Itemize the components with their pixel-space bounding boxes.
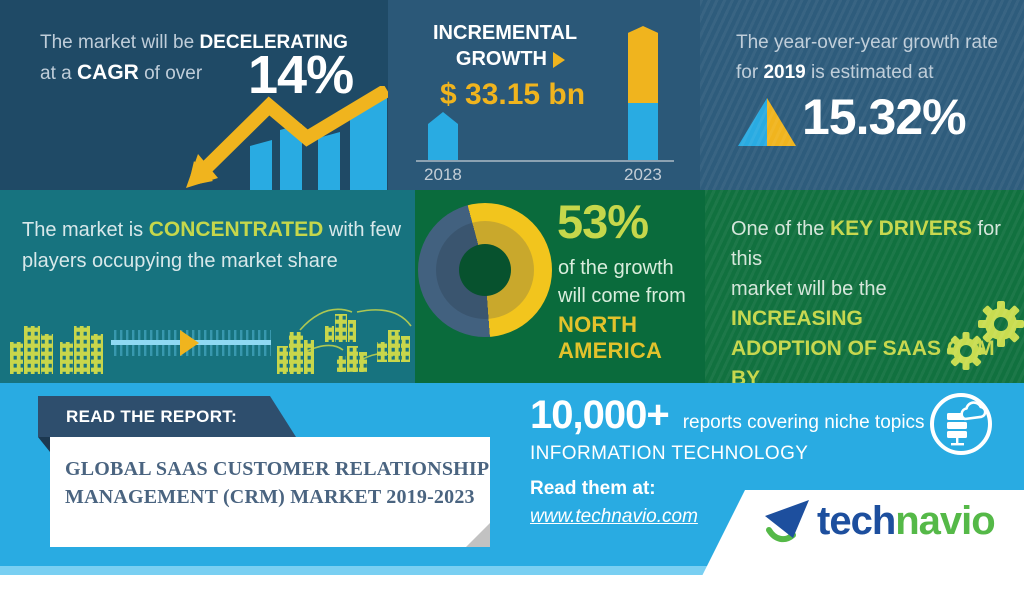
technavio-url-link[interactable]: www.technavio.com xyxy=(530,506,698,527)
text-bold: ADOPTION OF SAAS CRM BY xyxy=(731,337,995,383)
text-bold: 2019 xyxy=(763,62,806,83)
panel-decelerating-cagr: The market will be DECELERATING at a CAG… xyxy=(0,0,388,190)
text-bold: INCREASING xyxy=(731,307,863,330)
decline-zigzag-arrow-icon xyxy=(186,86,388,190)
logo-white-wedge xyxy=(702,490,1024,576)
key-drivers-text: One of the KEY DRIVERS for this market w… xyxy=(731,214,1009,383)
reports-count-row: 10,000+ reports covering niche topics xyxy=(530,393,925,438)
bar-2023-base-segment xyxy=(628,103,658,160)
text: of over xyxy=(138,63,203,84)
badge-fold xyxy=(38,437,50,452)
text: players occupying the market share xyxy=(22,250,338,272)
buildings-cluster-icon xyxy=(277,314,410,374)
text: will come from xyxy=(558,285,686,307)
text-bold: DECELERATING xyxy=(199,32,348,53)
text: market will be the xyxy=(731,278,887,300)
text: The market will be xyxy=(40,32,200,53)
text-bold: KEY DRIVERS xyxy=(829,217,972,240)
bar-2018 xyxy=(428,112,458,160)
text: for this xyxy=(731,218,1001,270)
reports-count-desc: reports covering niche topics xyxy=(682,412,925,433)
logo-text-navio: navio xyxy=(895,498,995,543)
panel-north-america-growth: 53% of the growth will come from NORTH A… xyxy=(415,190,705,383)
text-bold: CAGR xyxy=(76,61,139,84)
text: at a xyxy=(40,63,77,84)
bar-2023 xyxy=(628,26,658,160)
buildings-icon xyxy=(10,326,103,374)
read-them-at-label: Read them at: xyxy=(530,478,656,499)
incremental-growth-label: INCREMENTAL GROWTH xyxy=(433,20,577,72)
text: The market is xyxy=(22,219,149,241)
incremental-growth-value: $ 33.15 bn xyxy=(440,78,586,111)
gears-icon xyxy=(947,301,1024,370)
concentrated-text: The market is CONCENTRATED with few play… xyxy=(22,214,401,277)
cagr-value: 14% xyxy=(248,45,354,105)
up-triangle-icon xyxy=(738,98,796,146)
connection-arcs-icon xyxy=(299,308,412,361)
panel-yoy-growth: The year-over-year growth rate for 2019 … xyxy=(700,0,1024,190)
year-start-label: 2018 xyxy=(424,165,462,184)
year-end-label: 2023 xyxy=(624,165,662,184)
text: of the growth xyxy=(558,257,674,279)
donut-hole xyxy=(459,244,511,296)
footer-edge-highlight xyxy=(0,566,1024,575)
technavio-logo-text: technavio xyxy=(817,498,996,544)
card-folded-corner xyxy=(466,523,490,547)
report-title-card: GLOBAL SAAS CUSTOMER RELATIONSHIP MANAGE… xyxy=(50,437,490,547)
text: for xyxy=(736,62,764,83)
axis-baseline xyxy=(416,160,674,162)
text-bold: CONCENTRATED xyxy=(148,218,324,241)
growth-share-text: of the growth will come from xyxy=(558,254,686,310)
yoy-text-line1: The year-over-year growth rate xyxy=(736,32,998,53)
panel-incremental-growth: INCREMENTAL GROWTH $ 33.15 bn 2018 2023 xyxy=(388,0,700,190)
cloud-server-icon xyxy=(930,393,992,455)
panel-market-concentrated: The market is CONCENTRATED with few play… xyxy=(0,190,415,383)
decelerating-text-line1: The market will be DECELERATING xyxy=(40,28,348,58)
read-report-badge: READ THE REPORT: xyxy=(38,396,296,437)
category-label: INFORMATION TECHNOLOGY xyxy=(530,443,809,464)
text: One of the xyxy=(731,218,830,240)
footer-section: READ THE REPORT: GLOBAL SAAS CUSTOMER RE… xyxy=(0,383,1024,601)
growth-share-value: 53% xyxy=(557,195,649,248)
bar-2023-increment-segment xyxy=(628,26,658,103)
yoy-value: 15.32% xyxy=(802,89,967,145)
report-title: GLOBAL SAAS CUSTOMER RELATIONSHIP MANAGE… xyxy=(50,437,490,511)
buildings-consolidation-graphic xyxy=(10,308,412,374)
play-triangle-icon xyxy=(553,51,565,68)
yoy-text-line2: for 2019 is estimated at xyxy=(736,58,934,88)
technavio-logo: technavio xyxy=(763,498,996,544)
panel-key-drivers: One of the KEY DRIVERS for this market w… xyxy=(705,190,1024,383)
report-title-line1: GLOBAL SAAS CUSTOMER RELATIONSHIP xyxy=(65,458,490,480)
text: is estimated at xyxy=(805,62,934,83)
footer-white-strip xyxy=(0,575,1024,601)
decelerating-text-line2: at a CAGR of over xyxy=(40,58,202,89)
label-line1: INCREMENTAL xyxy=(433,22,578,44)
logo-text-tech: tech xyxy=(817,498,896,543)
technavio-logo-mark xyxy=(765,500,809,543)
transfer-arrow-track-icon xyxy=(111,330,271,356)
region-label: NORTH AMERICA xyxy=(558,312,663,363)
label-line2: GROWTH xyxy=(455,48,547,70)
donut-chart xyxy=(418,203,552,337)
reports-count: 10,000+ xyxy=(530,393,670,437)
report-title-line2: MANAGEMENT (CRM) MARKET 2019-2023 xyxy=(65,486,475,508)
text: with few xyxy=(323,219,402,241)
